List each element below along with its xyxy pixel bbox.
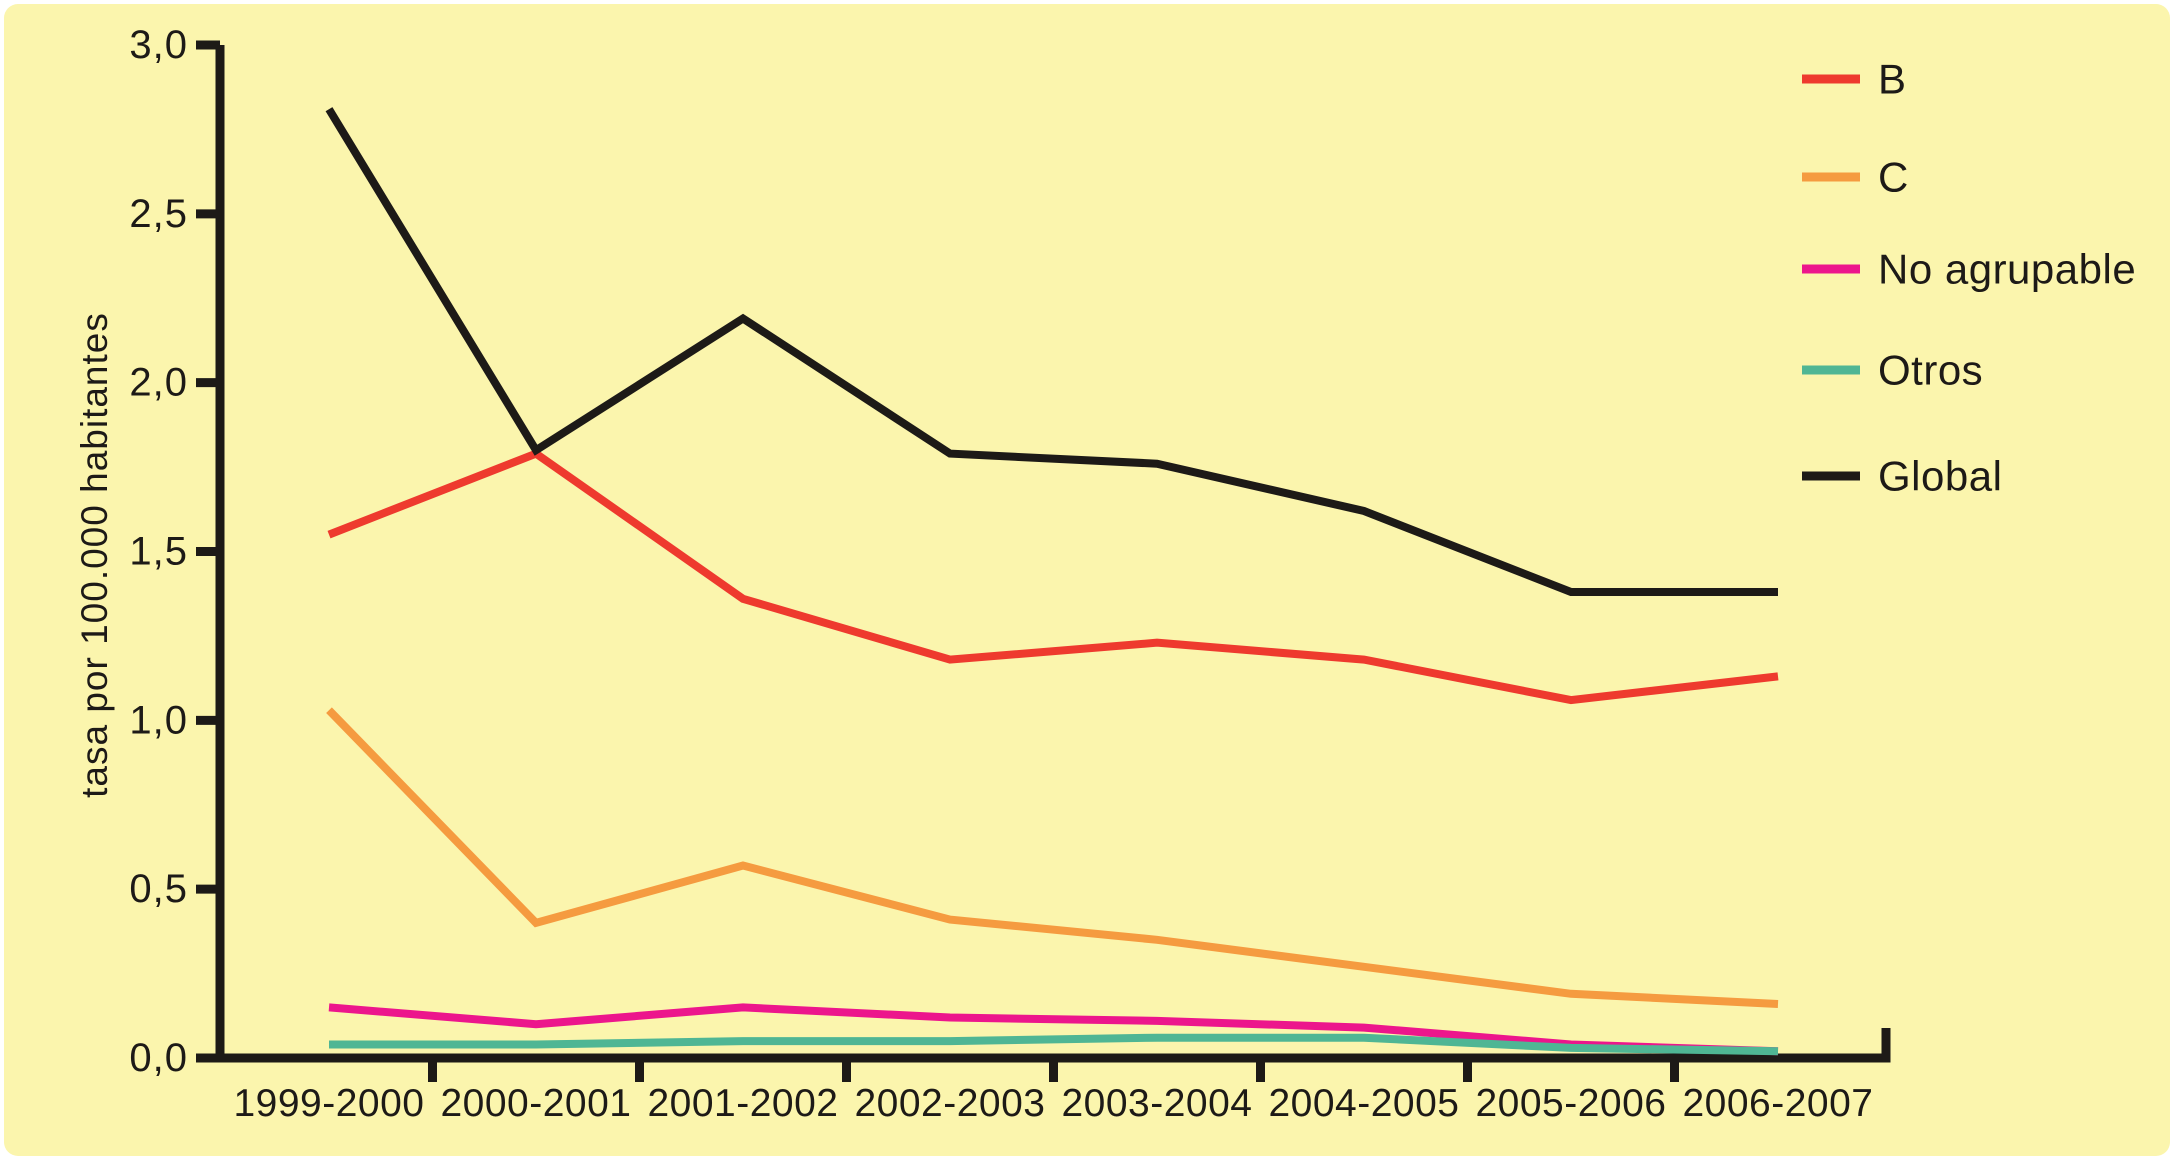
series-line-otros bbox=[329, 1033, 1779, 1056]
legend: B C No agrupable Otros Global bbox=[1802, 56, 2136, 500]
y-tick-label: 0,0 bbox=[129, 1036, 188, 1080]
legend-item-global: Global bbox=[1802, 453, 2002, 500]
legend-label: No agrupable bbox=[1878, 246, 2136, 293]
chart-background: 0,0 0,5 1,0 1,5 2,0 2,5 3,0 1999-2000 2000-2001… bbox=[4, 4, 2170, 1156]
legend-item-b: B bbox=[1802, 56, 1907, 103]
legend-item-otros: Otros bbox=[1802, 347, 1983, 394]
x-tick-marks bbox=[428, 1058, 1679, 1082]
y-tick-label: 0,5 bbox=[129, 867, 188, 911]
axes bbox=[215, 45, 1891, 1063]
x-tick-label: 1999-2000 bbox=[233, 1082, 424, 1125]
series-line-global bbox=[325, 107, 1778, 596]
axis-lines bbox=[215, 45, 1891, 1063]
series-lines bbox=[325, 107, 1779, 1056]
x-tick-label: 2003-2004 bbox=[1061, 1082, 1252, 1125]
x-tick-label: 2005-2006 bbox=[1475, 1082, 1666, 1125]
y-tick-label: 2,0 bbox=[129, 361, 188, 405]
x-tick-label: 2002-2003 bbox=[854, 1082, 1045, 1125]
legend-label: Otros bbox=[1878, 347, 1983, 394]
y-axis-labels: 0,0 0,5 1,0 1,5 2,0 2,5 3,0 bbox=[129, 23, 188, 1080]
legend-label: Global bbox=[1878, 453, 2002, 500]
x-tick-label: 2004-2005 bbox=[1268, 1082, 1459, 1125]
x-tick-label: 2000-2001 bbox=[440, 1082, 631, 1125]
y-tick-label: 1,5 bbox=[129, 530, 188, 574]
legend-item-no-agrupable: No agrupable bbox=[1802, 246, 2136, 293]
legend-item-c: C bbox=[1802, 154, 1909, 201]
series-line-no-agrupable bbox=[328, 1003, 1779, 1056]
legend-label: B bbox=[1878, 56, 1907, 103]
line-chart: 0,0 0,5 1,0 1,5 2,0 2,5 3,0 1999-2000 2000-2001… bbox=[74, 23, 2136, 1125]
y-axis-title: tasa por 100.000 habitantes bbox=[74, 312, 115, 798]
y-tick-label: 1,0 bbox=[129, 698, 188, 742]
series-line-b bbox=[327, 449, 1779, 705]
legend-label: C bbox=[1878, 154, 1909, 201]
series-line-c bbox=[326, 707, 1779, 1008]
x-tick-label: 2006-2007 bbox=[1682, 1082, 1873, 1125]
y-tick-marks bbox=[196, 40, 220, 1063]
y-tick-label: 3,0 bbox=[129, 23, 188, 67]
y-tick-label: 2,5 bbox=[129, 192, 188, 236]
x-axis-labels: 1999-2000 2000-2001 2001-2002 2002-2003 2003… bbox=[233, 1082, 1873, 1125]
x-tick-label: 2001-2002 bbox=[647, 1082, 838, 1125]
